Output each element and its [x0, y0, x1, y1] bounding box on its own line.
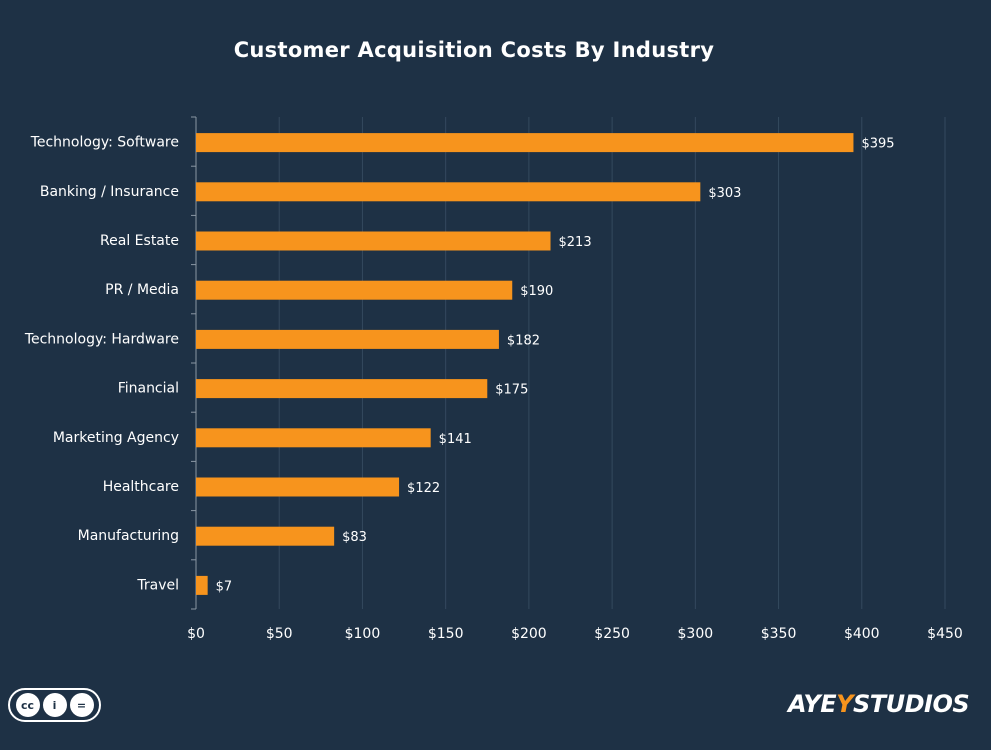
brand-logo: AYEYSTUDIOS — [788, 690, 970, 718]
x-tick-label: $250 — [594, 626, 630, 642]
x-tick-label: $50 — [266, 626, 293, 642]
data-label: $83 — [342, 530, 367, 545]
bar — [196, 133, 854, 153]
data-label: $190 — [520, 284, 553, 299]
category-label: Banking / Insurance — [40, 184, 179, 200]
attribution-icon: i — [42, 693, 67, 717]
cc-icon: cc — [15, 693, 40, 717]
bar — [196, 477, 400, 497]
category-label: PR / Media — [105, 282, 179, 298]
data-label: $182 — [507, 333, 540, 348]
x-tick-label: $0 — [187, 626, 205, 642]
bar — [196, 428, 431, 448]
data-label: $122 — [407, 481, 440, 496]
bar — [196, 379, 488, 399]
brand-logo-suffix: STUDIOS — [852, 690, 970, 718]
y-axis — [191, 116, 197, 610]
bar — [196, 280, 513, 300]
x-axis-ticks: $0 $50 $100 $150 $200 $250 $300 $350 $400 $450 — [187, 626, 963, 642]
bar — [196, 182, 701, 202]
creative-commons-badge: cc i = — [8, 688, 101, 722]
data-label: $213 — [559, 235, 592, 250]
x-tick-label: $350 — [761, 626, 797, 642]
category-label: Technology: Hardware — [24, 331, 179, 347]
data-label: $175 — [495, 383, 528, 398]
data-label: $303 — [708, 186, 741, 201]
category-label: Travel — [136, 577, 179, 593]
bar — [196, 526, 335, 546]
x-tick-label: $300 — [678, 626, 714, 642]
no-derivatives-icon: = — [69, 693, 94, 717]
data-labels: $395 $303 $213 $190 $182 $175 $141 $122 $83 $7 — [216, 137, 895, 595]
bars — [196, 133, 854, 595]
bar — [196, 575, 208, 595]
x-tick-label: $200 — [511, 626, 547, 642]
category-label: Financial — [118, 381, 179, 397]
category-label: Marketing Agency — [53, 430, 179, 446]
brand-logo-prefix: AYE — [788, 690, 837, 718]
x-tick-label: $400 — [844, 626, 880, 642]
x-tick-label: $100 — [345, 626, 381, 642]
brand-logo-accent: Y — [836, 690, 853, 718]
x-tick-label: $450 — [927, 626, 963, 642]
data-label: $141 — [439, 432, 472, 447]
category-label: Manufacturing — [78, 528, 179, 544]
data-label: $395 — [861, 137, 894, 152]
category-label: Technology: Software — [30, 135, 179, 151]
chart-title: Customer Acquisition Costs By Industry — [233, 38, 715, 62]
category-labels: Technology: Software Banking / Insurance R… — [24, 135, 179, 594]
x-tick-label: $150 — [428, 626, 464, 642]
data-label: $7 — [216, 579, 233, 594]
bar — [196, 329, 499, 349]
category-label: Real Estate — [100, 233, 179, 249]
bar — [196, 231, 551, 251]
category-label: Healthcare — [103, 479, 179, 495]
